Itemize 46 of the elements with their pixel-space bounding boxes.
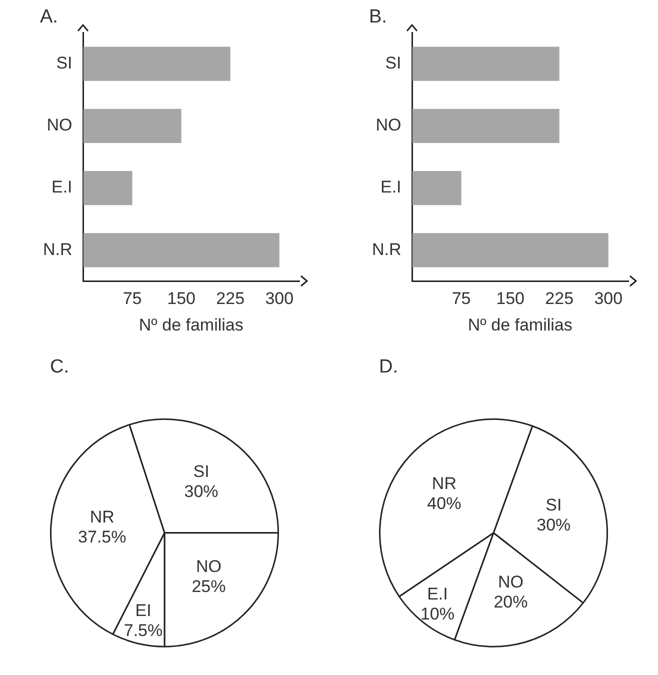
x-tick-label: 300 <box>594 289 623 308</box>
data-label: 30% <box>536 515 571 534</box>
slice-label: NO <box>196 556 222 576</box>
bar <box>412 46 560 81</box>
y-tick-label: NO <box>376 116 402 135</box>
y-tick-label: E.I <box>51 178 72 197</box>
x-tick-label: 75 <box>452 289 471 308</box>
bar <box>412 170 462 206</box>
slice-label: NO <box>498 572 524 592</box>
bar <box>412 233 608 268</box>
data-label: 20% <box>494 592 528 612</box>
data-label: 25% <box>192 576 226 596</box>
x-axis-title: Nº de familias <box>138 315 244 334</box>
x-tick-label: 150 <box>496 289 525 308</box>
bar <box>412 108 560 144</box>
y-tick-label: SI <box>385 54 402 73</box>
data-label: 40% <box>427 494 462 514</box>
bar <box>83 170 132 206</box>
slice-label: E.I <box>427 584 448 604</box>
slice-label: EI <box>135 601 152 620</box>
data-label: 7.5% <box>124 621 163 640</box>
y-tick-label: NO <box>46 116 72 135</box>
chart-title: C. <box>50 356 69 378</box>
x-tick-label: 225 <box>216 289 245 308</box>
bar <box>83 233 280 268</box>
y-tick-label: N.R <box>372 240 402 259</box>
data-label: 37.5% <box>78 528 126 547</box>
x-tick-label: 225 <box>545 289 574 308</box>
y-tick-label: SI <box>56 54 72 73</box>
x-tick-label: 300 <box>265 289 294 308</box>
y-tick-label: E.I <box>380 178 402 197</box>
x-tick-label: 75 <box>122 289 142 308</box>
x-axis-title: Nº de familias <box>468 315 572 334</box>
slice-label: NR <box>432 474 456 494</box>
y-tick-label: N.R <box>42 240 72 259</box>
chart-title: D. <box>379 356 398 378</box>
bar <box>83 108 182 144</box>
slice-label: SI <box>546 495 562 514</box>
chart-title: A. <box>40 6 58 28</box>
data-label: 30% <box>184 482 218 501</box>
slice-label: SI <box>193 462 210 481</box>
data-label: 10% <box>420 604 454 624</box>
slice-label: NR <box>90 508 114 527</box>
x-tick-label: 150 <box>167 289 196 308</box>
chart-title: B. <box>369 6 387 28</box>
bar <box>83 46 230 81</box>
